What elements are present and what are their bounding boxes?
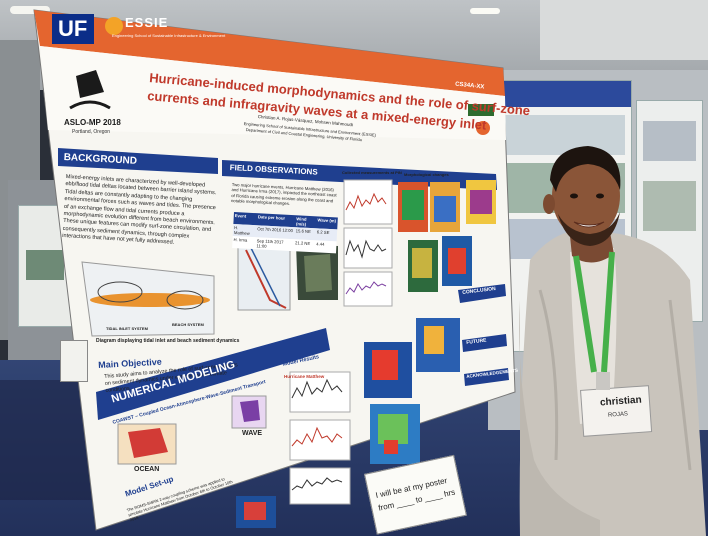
left-poster-image	[26, 250, 64, 280]
far-poster-1-header	[496, 81, 631, 107]
uf-logo-box	[52, 14, 94, 44]
essie-logo-subtitle: Engineering School of Sustainable Infras…	[112, 33, 226, 38]
far-poster-2-figure	[643, 121, 696, 161]
far-poster-2-figure	[643, 181, 696, 231]
far-poster-1-figure	[502, 115, 625, 155]
small-note	[60, 340, 88, 382]
eye	[570, 193, 578, 199]
morphological-changes-label: Morphological changes	[404, 172, 449, 177]
inlet-diagram-sand	[90, 293, 210, 307]
numerical-header-bar	[96, 328, 330, 420]
model-result-plot	[289, 467, 351, 505]
ceiling-beam	[540, 0, 708, 60]
ceiling-light	[470, 8, 500, 14]
lanyard	[601, 251, 615, 373]
aslo-logo-icon	[76, 70, 104, 98]
conference-place: Portland, Oregon	[72, 129, 111, 135]
model-result-plot	[289, 419, 351, 461]
uf-logo: UF	[58, 16, 88, 41]
usgs-logo-icon	[468, 104, 494, 116]
beach-system-label: BEACH SYSTEM	[172, 322, 204, 327]
measurement-plot	[343, 271, 393, 307]
essie-logo-icon	[105, 17, 123, 35]
diagram-caption: Diagram displaying tidal inlet and beach…	[96, 338, 240, 344]
ceiling-light	[10, 6, 50, 14]
eye	[596, 193, 604, 199]
measurement-plot	[343, 227, 393, 269]
partner-logo-icon	[476, 121, 490, 135]
hair	[550, 146, 621, 192]
field-obs-header-bar	[222, 160, 497, 190]
conference-name: ASLO-MP 2018	[64, 118, 121, 127]
smile	[573, 221, 605, 228]
collected-measurements-label: Collected measurements at PIN	[342, 170, 402, 175]
beard	[558, 212, 620, 246]
hurricane-label: Hurricane Matthew	[284, 374, 325, 379]
conclusion-header-bar	[458, 284, 506, 303]
ocean-label: OCEAN	[134, 466, 160, 473]
background-header-bar	[58, 148, 218, 174]
left-arm	[519, 300, 600, 536]
future-header-bar	[462, 334, 507, 352]
lanyard	[573, 255, 597, 373]
name-badge	[580, 385, 653, 437]
face	[552, 154, 620, 238]
essie-logo: ESSIE	[125, 15, 169, 30]
ear	[543, 194, 555, 214]
badge-clip	[596, 372, 610, 390]
wave-label: WAVE	[242, 430, 263, 437]
ack-header-bar	[464, 368, 509, 386]
tidal-inlet-label: TIDAL INLET SYSTEM	[106, 326, 148, 331]
